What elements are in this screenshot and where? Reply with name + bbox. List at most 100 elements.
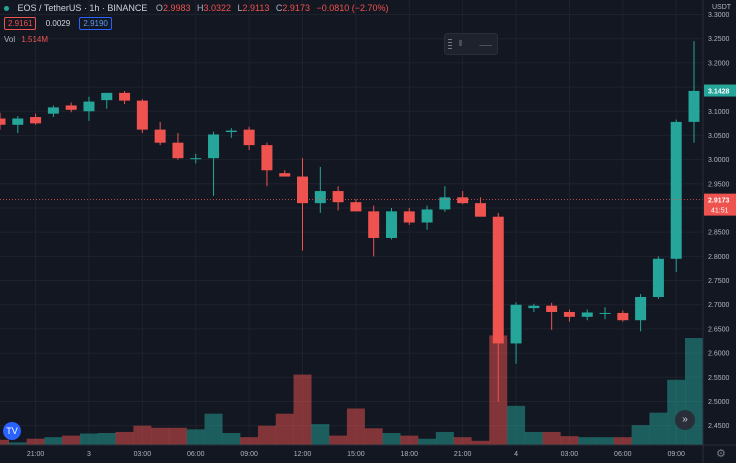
spread-value: 0.0029 — [45, 19, 71, 28]
price-axis-unit: USDT — [712, 4, 732, 11]
volume-bar — [435, 431, 454, 445]
volume-bar — [293, 374, 312, 445]
candle-body — [47, 107, 59, 114]
price-candles — [0, 41, 700, 402]
candle-body — [652, 258, 664, 297]
volume-bar — [151, 427, 170, 445]
last-price-label: 3.1428 — [708, 89, 730, 96]
candle-body — [101, 92, 113, 101]
price-tick-label: 2.7500 — [708, 278, 730, 285]
candle-body — [154, 129, 166, 143]
symbol-title[interactable]: EOS / TetherUS · 1h · BINANCE — [17, 3, 148, 13]
line-tool-icon[interactable]: ⸺ — [479, 41, 493, 50]
candle-body — [670, 121, 682, 259]
volume-bar — [613, 437, 632, 445]
drag-grip-icon[interactable] — [448, 39, 452, 49]
volume-bar — [542, 431, 561, 445]
candle-body — [528, 305, 540, 309]
volume-bar — [649, 412, 668, 445]
sell-button[interactable]: 2.9161 — [4, 17, 37, 30]
candle-body — [688, 90, 700, 122]
time-tick-label: 21:00 — [454, 451, 472, 458]
close-label: C — [275, 3, 283, 13]
volume-value: 1.514M — [21, 35, 49, 44]
candle-body — [0, 118, 6, 125]
volume-bar — [631, 425, 650, 445]
volume-bar — [578, 437, 597, 445]
volume-bar — [311, 424, 330, 445]
candle-body — [65, 105, 77, 110]
price-axis[interactable]: 3.30003.25003.20003.15003.10003.05003.00… — [702, 0, 736, 463]
candle-body — [563, 311, 575, 317]
current-price-label: 2.9173 — [708, 198, 730, 205]
time-tick-label: 18:00 — [401, 451, 419, 458]
volume-bar — [418, 438, 437, 445]
volume-bar — [133, 425, 152, 445]
time-tick-label: 06:00 — [187, 451, 205, 458]
time-axis[interactable]: 21:00 3 03:00 06:00 09:00 12:00 15:00 18:00 21:0… — [0, 444, 736, 458]
scroll-to-realtime-icon[interactable]: » — [675, 410, 695, 430]
volume-bar — [26, 438, 45, 445]
candle-body — [136, 100, 148, 130]
candle-body — [190, 158, 202, 160]
volume-bar — [524, 431, 543, 445]
volume-bar — [346, 408, 365, 445]
candle-body — [30, 117, 42, 124]
volume-bar — [453, 437, 472, 445]
candle-body — [314, 191, 326, 204]
price-tick-label: 3.0000 — [708, 157, 730, 164]
volume-bar — [240, 437, 259, 445]
buy-button[interactable]: 2.9190 — [79, 17, 112, 30]
volume-bar — [222, 433, 241, 445]
volume-bar — [382, 433, 401, 445]
low-label: L — [237, 3, 243, 13]
volume-bar — [400, 435, 419, 445]
candle-body — [119, 92, 131, 101]
tradingview-logo-icon[interactable]: TV — [3, 422, 21, 440]
candle-body — [83, 101, 95, 112]
candle-body — [457, 197, 469, 204]
candle-body — [208, 134, 220, 159]
volume-bar — [507, 405, 526, 445]
volume-bar — [596, 437, 615, 445]
current-price-tag — [704, 193, 736, 216]
change-value: −0.0810 (−2.70%) — [316, 3, 389, 13]
price-tick-label: 2.5000 — [708, 399, 730, 406]
time-tick-label: 21:00 — [27, 451, 45, 458]
candle-body — [332, 191, 344, 203]
volume-bar — [79, 433, 98, 445]
price-tick-label: 2.5500 — [708, 375, 730, 382]
price-axis-background — [703, 0, 736, 463]
time-tick-label: 09:00 — [240, 451, 258, 458]
candle-body — [581, 312, 593, 317]
volume-bar — [44, 437, 63, 445]
volume-bar — [560, 436, 579, 445]
candle-body — [599, 312, 611, 314]
time-tick-label: 03:00 — [134, 451, 152, 458]
volume-bar — [186, 429, 205, 445]
candle-body — [421, 209, 433, 223]
candle-body — [635, 296, 647, 321]
candle-body — [243, 129, 255, 146]
floating-toolbar[interactable]: ⫴ ⸺ — [444, 33, 498, 55]
candle-body — [12, 118, 24, 125]
high-value: 3.0322 — [203, 3, 232, 13]
candle-body — [617, 312, 629, 321]
volume-bar — [115, 431, 134, 445]
price-tick-label: 3.3000 — [708, 12, 730, 19]
open-label: O — [155, 3, 163, 13]
close-value: 2.9173 — [282, 3, 310, 13]
price-tick-label: 3.1000 — [708, 109, 730, 116]
high-label: H — [196, 3, 204, 13]
time-tick-label: 3 — [87, 451, 91, 458]
volume-bar — [62, 435, 81, 445]
candle-body — [546, 305, 558, 312]
candle-body — [368, 211, 380, 238]
volume-bar — [329, 435, 348, 445]
time-tick-label: 15:00 — [347, 451, 365, 458]
price-tick-label: 2.9500 — [708, 181, 730, 188]
candles-icon[interactable]: ⫴ — [459, 39, 463, 48]
settings-gear-icon[interactable]: ⚙ — [716, 448, 726, 460]
